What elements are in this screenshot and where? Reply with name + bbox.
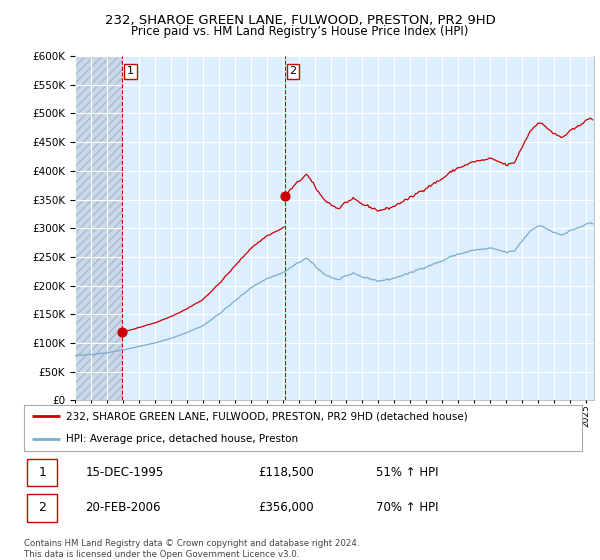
Text: 2: 2 <box>289 66 296 76</box>
Text: 70% ↑ HPI: 70% ↑ HPI <box>376 501 438 515</box>
Text: 2: 2 <box>38 501 46 515</box>
Bar <box>75 56 122 400</box>
Text: 232, SHAROE GREEN LANE, FULWOOD, PRESTON, PR2 9HD (detached house): 232, SHAROE GREEN LANE, FULWOOD, PRESTON… <box>66 412 467 421</box>
Text: £118,500: £118,500 <box>259 466 314 479</box>
Text: Contains HM Land Registry data © Crown copyright and database right 2024.
This d: Contains HM Land Registry data © Crown c… <box>24 539 359 559</box>
Text: 1: 1 <box>38 466 46 479</box>
Point <box>280 192 289 200</box>
Point <box>118 328 127 337</box>
Text: Price paid vs. HM Land Registry’s House Price Index (HPI): Price paid vs. HM Land Registry’s House … <box>131 25 469 38</box>
FancyBboxPatch shape <box>27 459 58 486</box>
FancyBboxPatch shape <box>27 494 58 521</box>
Text: £356,000: £356,000 <box>259 501 314 515</box>
Text: HPI: Average price, detached house, Preston: HPI: Average price, detached house, Pres… <box>66 435 298 444</box>
Text: 15-DEC-1995: 15-DEC-1995 <box>85 466 164 479</box>
Text: 1: 1 <box>127 66 134 76</box>
Text: 232, SHAROE GREEN LANE, FULWOOD, PRESTON, PR2 9HD: 232, SHAROE GREEN LANE, FULWOOD, PRESTON… <box>104 14 496 27</box>
Text: 51% ↑ HPI: 51% ↑ HPI <box>376 466 438 479</box>
Text: 20-FEB-2006: 20-FEB-2006 <box>85 501 161 515</box>
